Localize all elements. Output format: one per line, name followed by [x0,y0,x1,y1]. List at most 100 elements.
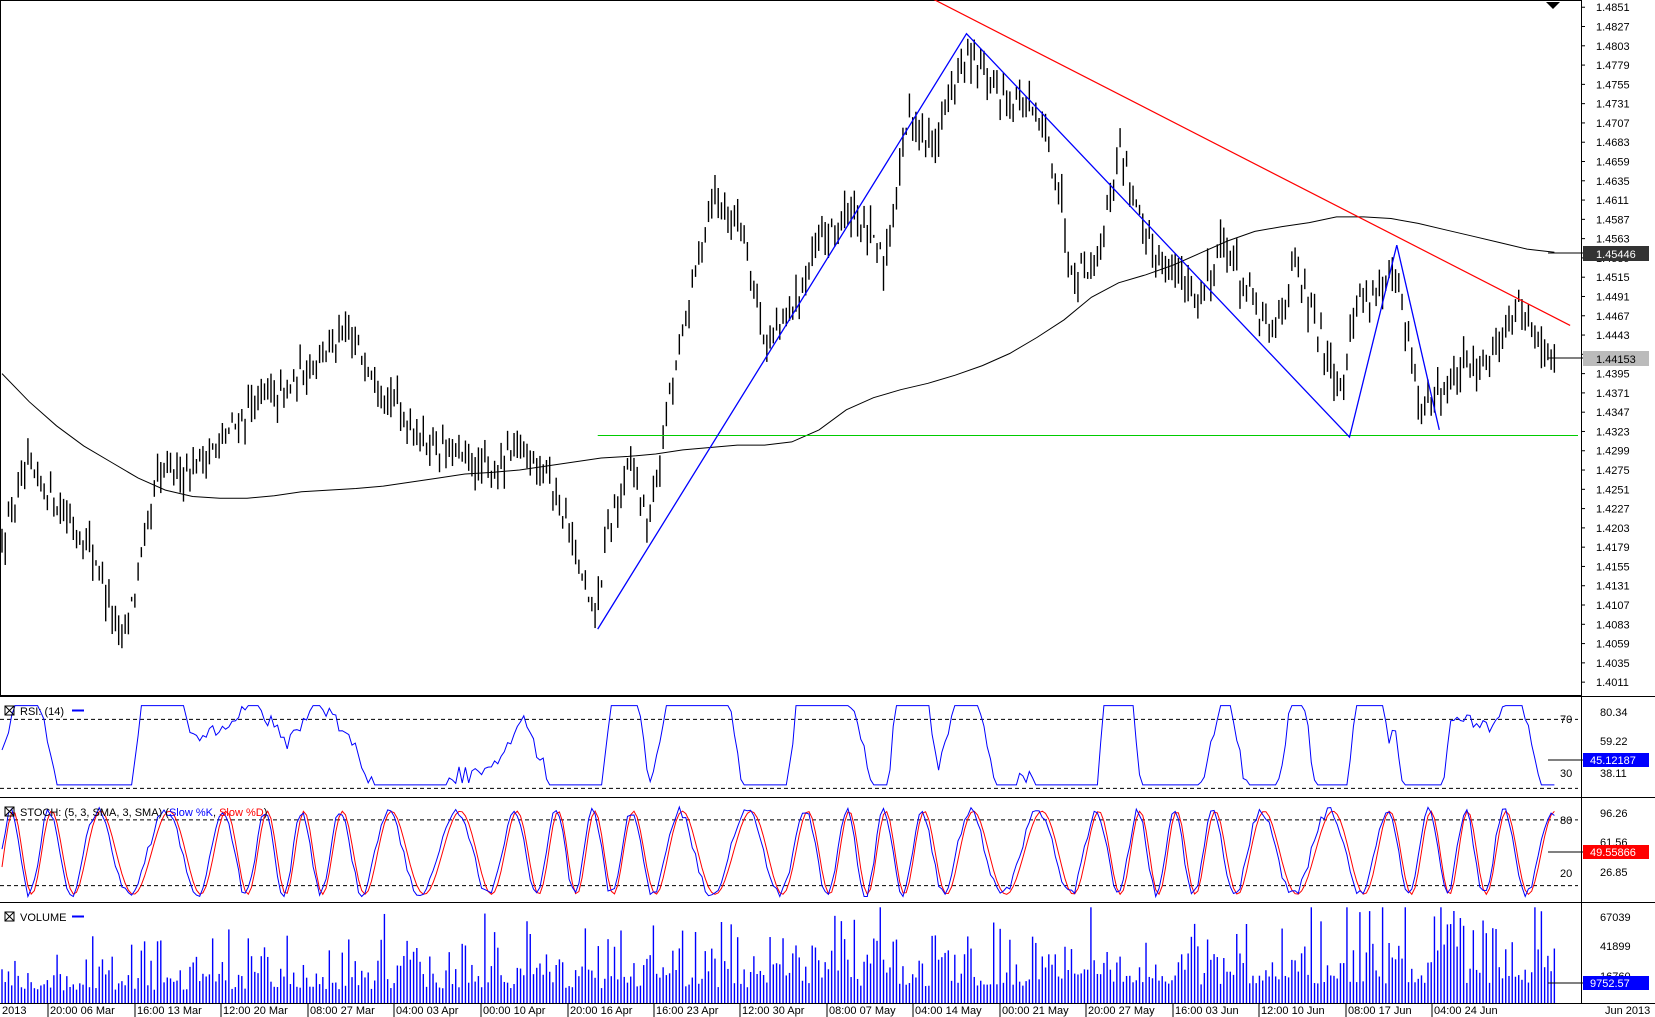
price-tick-label: 1.4443 [1596,330,1630,342]
stoch-level-20: 20 [1560,868,1572,880]
price-tick-label: 1.4323 [1596,426,1630,438]
moving-average-line [1,216,1555,499]
price-tick-label: 1.4395 [1596,369,1630,381]
ma-price-box-bg [1583,246,1649,261]
stoch-k-line [1,805,1555,899]
volume-label-high: 67039 [1600,912,1631,924]
volume-close-icon[interactable] [4,911,15,922]
price-tick-label: 1.4851 [1596,2,1630,14]
price-tick-label: 1.4299 [1596,446,1630,458]
price-panel-frame [0,0,1582,696]
scroll-arrow-icon[interactable] [1546,2,1560,9]
x-tick-label: 04:00 14 May [915,1005,982,1017]
rsi-label-high: 80.34 [1600,707,1628,719]
rsi-current-box: 45.12187 [1583,753,1649,767]
price-tick-label: 1.4107 [1596,600,1630,612]
rsi-current-value: 45.12187 [1590,755,1636,767]
stoch-title: STOCH: (5, 3, SMA, 3, SMA) (Slow %K, Slo… [4,806,267,819]
volume-label-mid: 41899 [1600,941,1631,953]
price-tick-label: 1.4251 [1596,484,1630,496]
stoch-current-value: 49.55866 [1590,847,1636,859]
price-tick-label: 1.4227 [1596,504,1630,516]
price-tick-label: 1.4635 [1596,176,1630,188]
rsi-line [1,705,1555,786]
x-tick-label: 20:00 27 May [1088,1005,1155,1017]
x-tick-label: 08:00 27 Mar [310,1005,375,1017]
volume-title-text: VOLUME [20,912,66,924]
price-tick-label: 1.4347 [1596,407,1630,419]
price-tick-label: 1.4779 [1596,60,1630,72]
volume-title: VOLUME [4,911,84,924]
stoch-title-prefix: STOCH: (5, 3, SMA, 3, SMA) ( [20,807,169,819]
stoch-current-box-bg [1583,845,1649,859]
stoch-panel [0,805,1583,899]
x-tick-label: 12:00 20 Mar [223,1005,288,1017]
price-tick-label: 1.4275 [1596,465,1630,477]
rsi-current-box-bg [1583,753,1649,767]
x-tick-label: 08:00 17 Jun [1348,1005,1412,1017]
x-tick-label: 20:00 16 Apr [570,1005,633,1017]
price-tick-label: 1.4179 [1596,542,1630,554]
price-tick-label: 1.4083 [1596,619,1630,631]
stoch-label-high: 96.26 [1600,808,1628,820]
price-tick-label: 1.4563 [1596,234,1630,246]
rsi-label-mid: 59.22 [1600,736,1628,748]
price-tick-label: 1.4659 [1596,156,1630,168]
stoch-level-80: 80 [1560,815,1572,827]
x-tick-label: 16:00 23 Apr [656,1005,719,1017]
price-tick-label: 1.4731 [1596,99,1630,111]
stoch-title-sep: , [213,807,219,819]
price-tick-label: 1.4611 [1596,195,1629,207]
rsi-panel [0,705,1583,789]
x-tick-label: 00:00 21 May [1002,1005,1069,1017]
price-panel [1,0,1583,649]
price-tick-label: 1.4131 [1596,581,1630,593]
rsi-title-text: RSI: (14) [20,706,64,718]
price-tick-label: 1.4707 [1596,118,1630,130]
stoch-close-icon-x2 [4,806,15,817]
price-tick-label: 1.4059 [1596,639,1630,651]
price-tick-label: 1.4467 [1596,311,1630,323]
volume-current-value: 9752.57 [1590,978,1630,990]
volume-close-icon-x2 [4,911,15,922]
rsi-title: RSI: (14) [4,705,84,718]
resistance-trendline [933,0,1571,326]
rsi-level-30: 30 [1560,768,1572,780]
x-tick-label: 16:00 03 Jun [1175,1005,1239,1017]
stoch-label-low: 26.85 [1600,867,1628,879]
stoch-title-d: Slow %D [219,807,264,819]
rsi-level-70: 70 [1560,714,1572,726]
current-price-box: 1.44153 [1583,351,1649,366]
x-tick-label: 04:00 24 Jun [1434,1005,1498,1017]
price-axis: 1.4851 1.4827 1.4803 1.4779 1.4755 1.4731 1.47… [1581,2,1630,689]
stoch-title-text: STOCH: (5, 3, SMA, 3, SMA) (Slow %K, Slo… [20,807,267,819]
x-tick-label: 08:00 07 May [829,1005,896,1017]
x-tick-label: 20:00 06 Mar [50,1005,115,1017]
volume-current-box-bg [1583,976,1649,990]
price-tick-label: 1.4011 [1596,677,1629,689]
price-tick-label: 1.4491 [1596,291,1630,303]
volume-panel [1,907,1583,1003]
stoch-close-icon[interactable] [4,806,15,817]
volume-current-box: 9752.57 [1583,976,1649,990]
x-tick-label: 12:00 30 Apr [742,1005,805,1017]
current-price-box-bg [1583,351,1649,366]
x-tick-label: 04:00 03 Apr [396,1005,459,1017]
price-tick-label: 1.4803 [1596,41,1630,53]
rsi-close-icon[interactable] [4,705,15,716]
x-axis: 2013 20:00 06 Mar 16:00 13 Mar 12:00 20 Mar… [2,1003,1650,1017]
price-tick-label: 1.4827 [1596,22,1630,34]
x-tick-label: 16:00 13 Mar [137,1005,202,1017]
x-tick-label: Jun 2013 [1605,1005,1650,1017]
zigzag-line [597,32,1440,630]
ma-price-value: 1.45446 [1596,249,1636,261]
stoch-title-suffix: ) [264,807,268,819]
price-tick-label: 1.4683 [1596,137,1630,149]
price-tick-label: 1.4755 [1596,79,1630,91]
stoch-current-box: 49.55866 [1583,845,1649,859]
price-tick-label: 1.4587 [1596,214,1630,226]
price-tick-label: 1.4155 [1596,561,1630,573]
current-price-value: 1.44153 [1596,354,1636,366]
stoch-d-line [1,810,1555,896]
